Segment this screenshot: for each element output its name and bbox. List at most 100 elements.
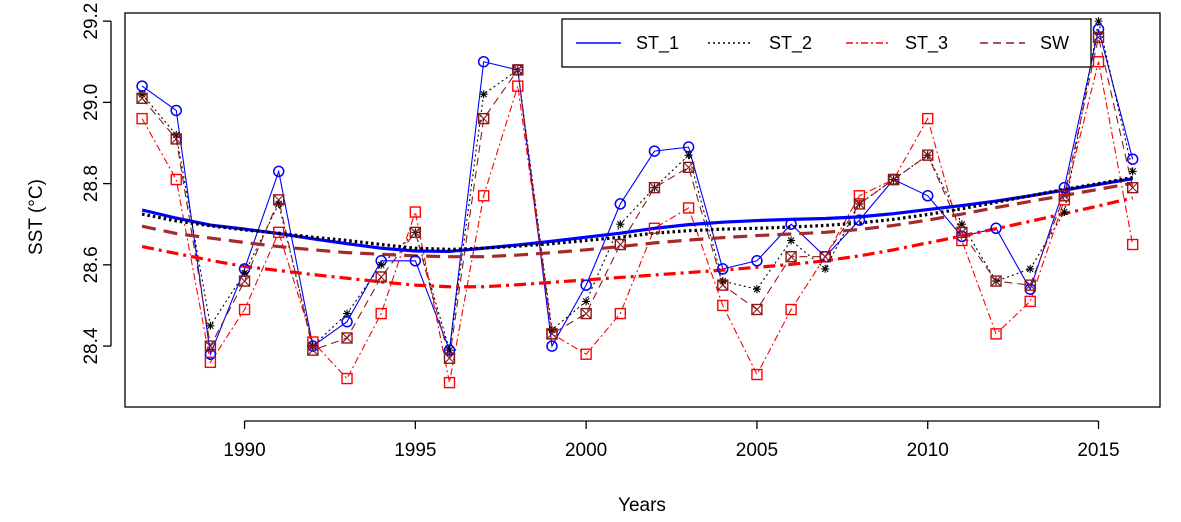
marker-st-2 <box>138 90 147 99</box>
marker-st-1 <box>614 198 627 210</box>
y-tick-label: 28.4 <box>81 327 102 364</box>
marker-box <box>682 161 695 174</box>
marker-sw <box>375 271 387 283</box>
marker-sw <box>1024 279 1036 291</box>
series-line-st-2 <box>141 21 1134 351</box>
marker-st-2 <box>1060 208 1069 217</box>
marker-cross <box>409 226 421 238</box>
marker-box <box>170 133 182 145</box>
legend: ST_1 ST_2 ST_3 SW <box>561 18 1092 68</box>
marker-st-3 <box>443 376 456 389</box>
marker-box <box>922 149 934 161</box>
legend-box <box>561 18 1092 68</box>
marker-st-2 <box>479 90 488 99</box>
marker-st-3 <box>273 226 285 239</box>
marker-st-3 <box>717 299 729 312</box>
marker-st-2 <box>445 346 454 355</box>
marker-cross <box>512 64 524 76</box>
marker-cross <box>136 92 148 104</box>
marker-st-3 <box>307 336 319 348</box>
marker-box <box>1126 181 1139 194</box>
marker-box <box>853 198 866 210</box>
marker-box <box>717 279 729 291</box>
marker-st-2 <box>1026 264 1035 273</box>
marker-box <box>1024 279 1036 291</box>
marker-box <box>341 332 353 344</box>
marker-sw <box>751 303 763 316</box>
marker-st-1 <box>409 255 422 267</box>
marker-sw <box>307 344 319 356</box>
marker-sw <box>1058 190 1071 202</box>
marker-cross <box>683 161 695 173</box>
marker-st-1 <box>546 340 558 352</box>
marker-st-1 <box>751 255 763 267</box>
marker-sw <box>990 275 1002 287</box>
marker-cross <box>273 194 285 206</box>
marker-box <box>136 92 148 104</box>
marker-cross <box>717 279 729 291</box>
marker-st-3 <box>682 202 695 214</box>
marker-st-2 <box>1128 167 1137 176</box>
marker-st-2 <box>582 297 591 306</box>
marker-st-3 <box>341 372 353 385</box>
series-line-st-1 <box>141 29 1134 357</box>
marker-st-1 <box>921 190 934 202</box>
marker-cross <box>785 251 797 263</box>
marker-st-3 <box>238 303 251 316</box>
marker-st-3 <box>614 307 626 320</box>
marker-st-3 <box>375 307 387 320</box>
y-axis-title: SST (°C) <box>26 179 47 255</box>
x-tick-label: 2005 <box>736 440 778 461</box>
marker-st-3 <box>922 112 934 125</box>
marker-st-3 <box>1092 56 1105 68</box>
trend-line-sw <box>141 181 1133 259</box>
marker-sw <box>477 112 490 125</box>
marker-st-1 <box>580 279 592 291</box>
marker-st-1 <box>785 218 797 230</box>
marker-sw <box>922 149 934 161</box>
marker-st-1 <box>1126 153 1139 165</box>
marker-sw <box>648 181 661 194</box>
marker-box <box>751 303 763 316</box>
marker-sw <box>273 194 285 206</box>
marker-sw <box>546 328 558 340</box>
x-tick-label: 1990 <box>223 440 265 461</box>
marker-st-3 <box>204 356 217 369</box>
marker-cross <box>478 113 490 124</box>
marker-sw <box>341 332 353 344</box>
marker-st-3 <box>648 222 661 234</box>
marker-sw <box>238 275 251 287</box>
marker-box <box>273 194 285 206</box>
legend-label-st-3: ST_3 <box>905 33 948 54</box>
marker-box <box>580 307 592 320</box>
marker-cross <box>1058 190 1070 202</box>
y-tick-label: 28.8 <box>81 165 102 202</box>
legend-label-sw: SW <box>1040 33 1069 53</box>
marker-sw <box>1092 31 1105 44</box>
legend-label-st-2: ST_2 <box>769 33 812 54</box>
marker-st-2 <box>274 199 283 208</box>
marker-st-3 <box>751 368 763 381</box>
marker-st-3 <box>512 80 524 92</box>
marker-cross <box>580 308 592 319</box>
marker-st-2 <box>172 130 181 139</box>
x-tick-label: 2000 <box>565 440 607 461</box>
y-tick-label: 29.2 <box>81 3 102 40</box>
marker-cross <box>751 304 763 315</box>
marker-box <box>785 251 797 263</box>
marker-cross <box>444 352 455 364</box>
marker-sw <box>409 226 422 239</box>
marker-st-2 <box>206 321 215 330</box>
marker-cross <box>990 275 1002 287</box>
marker-sw <box>785 251 797 263</box>
marker-st-2 <box>547 325 556 334</box>
marker-box <box>1092 31 1105 44</box>
marker-st-3 <box>580 348 592 360</box>
marker-st-3 <box>990 328 1002 340</box>
marker-cross <box>1093 31 1104 43</box>
marker-st-1 <box>170 104 182 117</box>
series-line-st-3 <box>141 61 1134 383</box>
marker-cross <box>1024 279 1036 291</box>
marker-st-3 <box>170 173 182 186</box>
data-markers <box>136 17 1139 389</box>
